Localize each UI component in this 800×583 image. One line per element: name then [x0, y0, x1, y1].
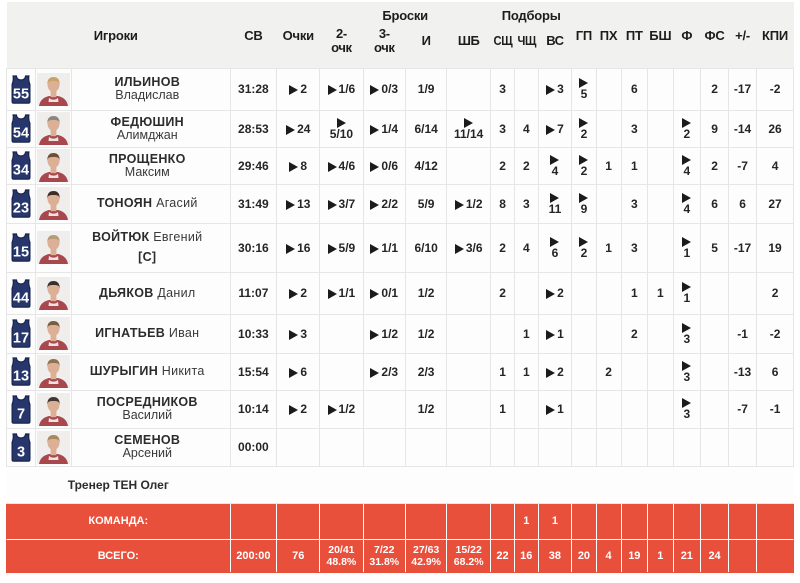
svg-text:13: 13	[13, 369, 29, 385]
svg-text:54: 54	[13, 126, 29, 142]
svg-text:7: 7	[17, 406, 25, 422]
svg-text:23: 23	[13, 201, 29, 217]
svg-text:15: 15	[13, 245, 29, 261]
svg-text:3: 3	[17, 444, 25, 460]
svg-text:34: 34	[13, 163, 29, 179]
svg-text:17: 17	[13, 331, 29, 347]
svg-text:44: 44	[13, 290, 29, 306]
svg-text:55: 55	[13, 86, 29, 102]
